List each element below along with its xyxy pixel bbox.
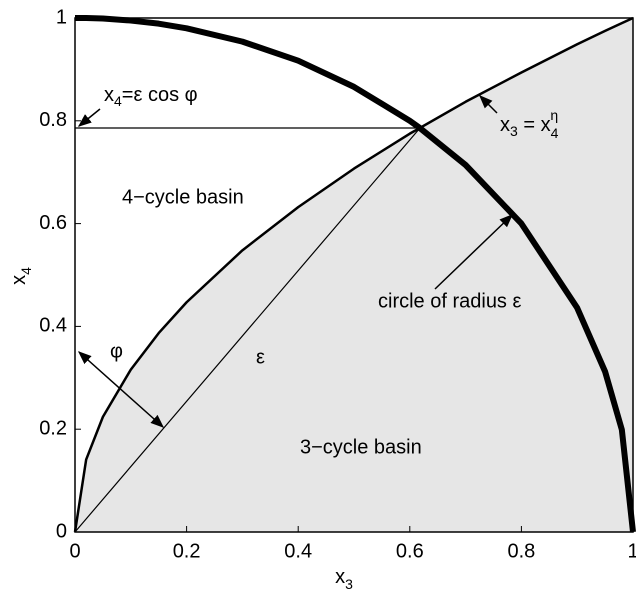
radius-line xyxy=(74,127,421,533)
x-axis-label: x3 xyxy=(335,566,353,591)
x-tick-label: 0.6 xyxy=(396,540,424,562)
y-tick-label: 0.2 xyxy=(39,417,67,439)
annotation: 4−cycle basin xyxy=(122,186,244,208)
y-tick-label: 1 xyxy=(56,6,67,28)
plot-frame xyxy=(74,17,634,533)
annotation: φ xyxy=(110,340,123,362)
arrow xyxy=(479,95,498,114)
y-axis-label: x4 xyxy=(8,267,33,285)
annotation: x4=ε cos φ xyxy=(104,84,198,108)
plot-area xyxy=(73,15,636,533)
y-tick-label: 0.4 xyxy=(39,315,67,337)
y-tick-label: 0.6 xyxy=(39,212,67,234)
arrow xyxy=(434,214,513,290)
arrow xyxy=(77,108,101,127)
arrow xyxy=(77,351,165,428)
x-tick-label: 1 xyxy=(627,540,636,562)
y-tick-label: 0.8 xyxy=(39,109,67,131)
x-tick-label: 0.8 xyxy=(507,540,535,562)
basin-fill xyxy=(75,18,633,532)
y-tick-label: 0 xyxy=(56,520,67,542)
annotation: 3−cycle basin xyxy=(300,436,422,458)
x-tick-label: 0 xyxy=(69,540,80,562)
circle-curve xyxy=(75,15,636,533)
x-tick-label: 0.2 xyxy=(173,540,201,562)
x-tick-label: 0.4 xyxy=(284,540,312,562)
annotation: x3 = x4η xyxy=(500,107,559,141)
annotation: circle of radius ε xyxy=(378,290,521,312)
annotation: ε xyxy=(256,346,265,368)
